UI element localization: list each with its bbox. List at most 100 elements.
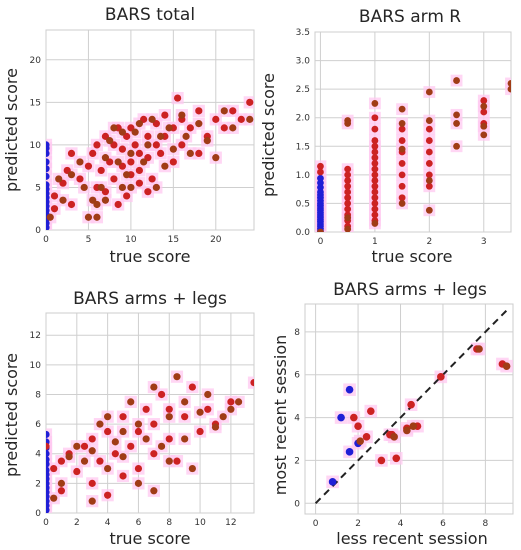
- data-point-brown: [344, 117, 352, 124]
- x-axis-label: true score: [110, 529, 191, 548]
- data-point-red: [165, 405, 173, 413]
- data-point-red: [118, 145, 127, 153]
- data-point-brown: [119, 453, 127, 461]
- data-point-brown: [65, 453, 73, 461]
- data-point-blue: [345, 448, 354, 456]
- data-point-red: [371, 188, 379, 196]
- data-point-brown: [453, 142, 460, 150]
- data-point-blue: [46, 172, 50, 180]
- data-point-red: [371, 205, 379, 213]
- y-tick-label: 12: [30, 331, 41, 341]
- y-axis-label: predicted score: [259, 73, 278, 197]
- x-tick-label: 4: [398, 519, 404, 529]
- x-tick-label: 15: [168, 235, 179, 245]
- y-tick-label: 20: [30, 56, 42, 66]
- data-point-red: [227, 398, 235, 406]
- data-point-red: [73, 467, 81, 476]
- data-point-brown: [403, 426, 411, 435]
- data-point-red: [344, 194, 352, 202]
- data-point-brown: [150, 383, 158, 391]
- y-tick-label: 3.0: [296, 57, 311, 67]
- data-point-red: [398, 160, 406, 167]
- data-point-brown: [480, 122, 488, 130]
- y-tick-label: 0: [294, 499, 300, 509]
- data-point-red: [67, 200, 76, 209]
- data-point-red: [392, 454, 401, 463]
- data-point-red: [377, 456, 386, 465]
- data-point-red: [407, 400, 415, 409]
- x-tick-label: 6: [440, 519, 446, 529]
- data-point-brown: [161, 162, 169, 170]
- data-point-brown: [97, 183, 105, 192]
- data-point-red: [127, 158, 135, 166]
- x-axis-label: true score: [372, 247, 453, 266]
- data-point-red: [196, 427, 204, 436]
- data-point-brown: [59, 196, 67, 204]
- points-layer: [314, 309, 513, 504]
- data-point-brown: [93, 200, 101, 209]
- y-tick-label: 1.0: [296, 171, 311, 181]
- data-point-red: [425, 125, 433, 133]
- panel-bars-total: BARS total true score predicted score 0 5…: [2, 5, 255, 266]
- y-tick-label: 8: [35, 390, 41, 400]
- data-point-red: [437, 373, 445, 381]
- data-point-red: [89, 149, 97, 158]
- data-point-red: [366, 407, 375, 415]
- data-point-brown: [88, 497, 96, 505]
- data-point-blue: [345, 385, 354, 394]
- data-point-red: [188, 383, 196, 391]
- x-tick-label: 10: [125, 235, 137, 245]
- data-point-red: [195, 107, 203, 115]
- data-point-red: [371, 165, 379, 173]
- data-point-brown: [165, 457, 173, 465]
- data-point-brown: [157, 442, 166, 450]
- data-point-red: [229, 107, 237, 115]
- data-point-brown: [96, 420, 104, 428]
- data-point-red: [144, 132, 152, 140]
- panel-title: BARS total: [105, 5, 195, 25]
- y-tick-label: 4: [35, 450, 41, 460]
- data-point-brown: [195, 120, 203, 128]
- data-point-red: [480, 97, 488, 104]
- data-point-red: [50, 205, 59, 213]
- data-point-brown: [135, 120, 143, 128]
- data-point-red: [371, 177, 379, 184]
- data-point-brown: [344, 214, 352, 222]
- data-point-brown: [398, 200, 406, 207]
- data-point-red: [237, 115, 245, 123]
- x-tick-label: 2: [74, 518, 80, 528]
- data-point-red: [350, 413, 358, 422]
- points-layer: [46, 91, 254, 230]
- data-point-red: [398, 137, 406, 144]
- data-point-brown: [134, 479, 143, 487]
- data-point-red: [425, 182, 433, 190]
- data-point-red: [46, 442, 50, 450]
- y-tick-label: 10: [30, 141, 42, 151]
- data-point-brown: [371, 220, 379, 227]
- data-point-red: [371, 142, 379, 150]
- data-point-brown: [220, 107, 228, 115]
- data-point-red: [152, 141, 160, 149]
- panel-bars-arms-legs: BARS arms + legs true score predicted sc…: [2, 289, 255, 548]
- data-point-brown: [142, 435, 150, 443]
- data-point-brown: [118, 183, 127, 192]
- data-point-brown: [186, 149, 194, 158]
- y-tick-label: 15: [30, 98, 41, 108]
- data-point-red: [317, 162, 324, 170]
- data-point-brown: [101, 154, 110, 162]
- x-tick-label: 6: [136, 518, 142, 528]
- data-point-red: [398, 171, 406, 179]
- x-tick-label: 8: [483, 519, 489, 529]
- data-point-brown: [165, 124, 173, 132]
- data-point-brown: [110, 124, 118, 132]
- data-point-brown: [131, 128, 139, 136]
- x-tick-label: 0: [43, 235, 49, 245]
- panel-bars-arms-legs-sessions: BARS arms + legs less recent session mos…: [271, 280, 514, 548]
- data-point-brown: [140, 158, 148, 166]
- data-point-red: [425, 137, 433, 144]
- data-point-brown: [152, 183, 160, 192]
- data-point-brown: [344, 225, 352, 232]
- data-point-brown: [181, 398, 189, 406]
- data-point-brown: [134, 420, 143, 428]
- data-point-red: [371, 114, 379, 122]
